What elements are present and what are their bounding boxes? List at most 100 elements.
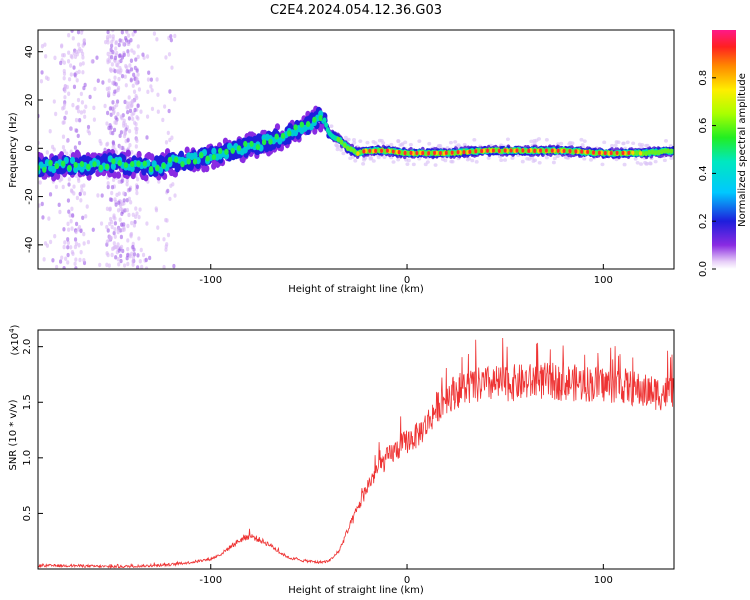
noise-blob — [67, 177, 71, 182]
halo-blob — [373, 141, 378, 145]
noise-blob — [80, 51, 85, 57]
noise-blob — [44, 54, 48, 59]
noise-blob — [67, 91, 71, 96]
band-red — [550, 148, 554, 153]
noise-blob — [81, 70, 85, 75]
halo-blob — [529, 139, 534, 144]
band-red — [509, 148, 513, 153]
noise-blob — [77, 224, 82, 230]
noise-blob — [128, 253, 132, 259]
band-green — [641, 150, 645, 157]
band-green — [653, 150, 658, 156]
noise-blob — [99, 141, 103, 146]
band-green — [287, 130, 292, 137]
noise-blob — [92, 105, 96, 111]
band-green — [167, 156, 173, 163]
halo-blob — [382, 155, 387, 159]
noise-blob — [120, 55, 125, 60]
halo-blob — [398, 143, 403, 147]
band-red — [444, 150, 448, 156]
halo-blob — [403, 140, 408, 145]
halo-blob — [582, 157, 587, 161]
band-green — [339, 139, 344, 145]
noise-blob — [72, 84, 77, 90]
noise-blob — [125, 182, 129, 187]
noise-blob — [73, 54, 78, 60]
noise-blob — [169, 37, 173, 43]
band-green — [42, 166, 47, 173]
noise-blob — [73, 237, 78, 242]
noise-blob — [66, 252, 70, 258]
halo-blob — [381, 141, 386, 145]
noise-blob — [108, 206, 112, 211]
noise-blob — [119, 234, 123, 240]
noise-blob — [166, 130, 170, 136]
halo-blob — [534, 138, 539, 143]
noise-blob — [67, 182, 71, 187]
noise-blob — [38, 203, 41, 208]
band-purple — [111, 171, 118, 179]
noise-blob — [84, 214, 88, 219]
noise-blob — [80, 188, 84, 193]
noise-blob — [96, 78, 100, 83]
band-cyan — [322, 117, 327, 123]
halo-blob — [453, 140, 458, 144]
band-red — [362, 149, 366, 154]
noise-blob — [126, 223, 130, 229]
noise-blob — [75, 128, 79, 133]
noise-blob — [132, 223, 136, 228]
noise-blob — [79, 198, 83, 203]
noise-blob — [58, 209, 62, 215]
spectrogram-frame — [37, 29, 675, 270]
band-red — [539, 148, 543, 153]
noise-blob — [140, 264, 144, 269]
noise-blob — [86, 124, 91, 130]
noise-blob — [55, 264, 59, 269]
noise-blob — [132, 89, 137, 94]
halo-blob — [405, 162, 410, 166]
noise-blob — [144, 257, 148, 263]
noise-blob — [40, 70, 44, 75]
halo-blob — [472, 137, 477, 142]
noise-blob — [107, 86, 111, 91]
noise-blob — [106, 30, 110, 35]
y-tick-label: 0.5 — [22, 505, 33, 521]
noise-blob — [82, 38, 86, 44]
noise-blob — [125, 105, 129, 110]
band-green — [73, 161, 78, 169]
halo-blob — [334, 144, 339, 148]
noise-blob — [77, 49, 81, 54]
noise-blob — [134, 57, 138, 62]
noise-blob — [150, 88, 154, 93]
noise-blob — [49, 239, 53, 245]
band-red — [497, 148, 501, 153]
noise-blob — [129, 58, 134, 63]
noise-blob — [125, 178, 129, 184]
noise-blob — [106, 252, 110, 258]
noise-blob — [162, 237, 166, 242]
band-green — [345, 145, 350, 152]
noise-blob — [116, 257, 120, 262]
noise-blob — [116, 111, 120, 117]
noise-blob — [123, 122, 128, 128]
noise-blob — [126, 109, 130, 115]
halo-blob — [552, 156, 557, 161]
noise-blob — [145, 54, 150, 59]
halo-blob — [396, 139, 401, 143]
band-green — [54, 163, 60, 170]
band-red — [562, 148, 566, 154]
band-green — [230, 147, 235, 154]
band-red — [403, 150, 407, 156]
noise-blob — [79, 91, 83, 97]
band-green — [305, 120, 311, 128]
noise-blob — [39, 79, 44, 84]
halo-blob — [329, 124, 334, 128]
noise-blob — [61, 145, 66, 150]
noise-blob — [123, 99, 127, 105]
halo-blob — [639, 162, 644, 166]
noise-blob — [125, 30, 129, 35]
noise-blob — [45, 150, 49, 155]
noise-blob — [44, 75, 49, 80]
halo-blob — [433, 163, 438, 167]
noise-blob — [139, 247, 143, 253]
